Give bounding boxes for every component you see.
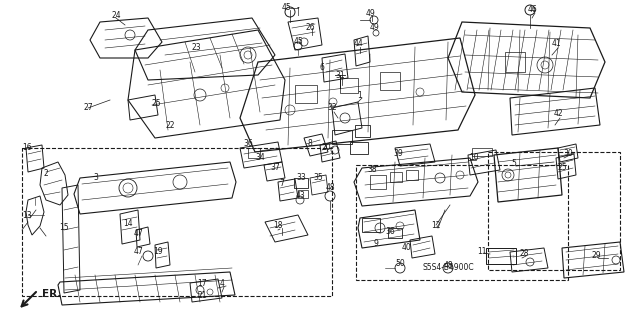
Text: 7: 7 <box>280 180 284 188</box>
Bar <box>505 52 525 72</box>
Bar <box>332 130 352 144</box>
Text: 41: 41 <box>551 39 561 49</box>
Text: 37: 37 <box>270 164 280 172</box>
Bar <box>362 218 380 232</box>
Text: 42: 42 <box>553 109 563 118</box>
Text: 36: 36 <box>243 140 253 148</box>
Text: 36: 36 <box>385 227 395 236</box>
Text: 18: 18 <box>273 221 283 230</box>
Text: 10: 10 <box>469 154 479 163</box>
Text: 38: 38 <box>367 165 377 174</box>
Bar <box>298 190 308 198</box>
Text: |: | <box>297 7 300 17</box>
Text: 35: 35 <box>313 173 323 182</box>
Text: 14: 14 <box>123 220 133 228</box>
Text: S5S4-B4900C: S5S4-B4900C <box>422 263 474 273</box>
Bar <box>340 78 358 93</box>
Text: 48: 48 <box>325 183 335 193</box>
Bar <box>370 175 386 189</box>
Text: 9: 9 <box>374 239 378 249</box>
Text: -: - <box>296 4 300 12</box>
Bar <box>350 142 368 154</box>
Text: 25: 25 <box>151 100 161 108</box>
Bar <box>406 170 418 180</box>
Text: 47: 47 <box>134 229 144 238</box>
Text: 11: 11 <box>477 246 487 255</box>
Text: 49: 49 <box>365 10 375 19</box>
Bar <box>390 172 402 182</box>
Bar <box>356 165 568 280</box>
Bar <box>295 85 317 103</box>
Text: 8: 8 <box>308 140 312 148</box>
Text: 28: 28 <box>519 250 529 259</box>
Bar <box>22 148 332 296</box>
Text: 20: 20 <box>321 143 331 153</box>
Text: 34: 34 <box>255 154 265 163</box>
Bar <box>388 228 402 238</box>
Text: 27: 27 <box>83 103 93 113</box>
Text: FR.: FR. <box>42 289 61 299</box>
Text: 13: 13 <box>22 212 32 220</box>
Text: 22: 22 <box>165 122 175 131</box>
Text: 21: 21 <box>197 291 207 300</box>
Text: 29: 29 <box>591 252 601 260</box>
Text: 26: 26 <box>305 23 315 33</box>
Text: 4: 4 <box>220 279 225 289</box>
Bar <box>380 72 400 90</box>
Text: 40: 40 <box>401 244 411 252</box>
Bar <box>294 178 308 188</box>
Text: 12: 12 <box>431 221 441 230</box>
Text: 23: 23 <box>191 44 201 52</box>
Text: 39: 39 <box>393 149 403 158</box>
Text: 32: 32 <box>327 103 337 113</box>
Text: 50: 50 <box>395 260 405 268</box>
Text: 49: 49 <box>370 23 380 33</box>
Text: 2: 2 <box>44 170 49 179</box>
Text: 31: 31 <box>335 71 345 81</box>
Text: 33: 33 <box>296 173 306 182</box>
Text: 45: 45 <box>293 37 303 46</box>
Text: 45: 45 <box>282 4 292 12</box>
Text: 48: 48 <box>443 261 453 270</box>
Text: 47: 47 <box>133 246 143 255</box>
Text: 46: 46 <box>527 5 537 14</box>
Text: 3: 3 <box>93 173 99 182</box>
Text: 24: 24 <box>111 11 121 20</box>
Text: 6: 6 <box>319 63 324 73</box>
Bar <box>486 248 516 264</box>
Text: 1: 1 <box>358 91 362 100</box>
Text: 43: 43 <box>295 190 305 199</box>
Text: 44: 44 <box>353 39 363 49</box>
Bar <box>488 152 620 270</box>
Bar <box>472 148 492 156</box>
Text: 25: 25 <box>557 164 567 172</box>
Text: 5: 5 <box>511 159 516 169</box>
Bar <box>355 125 370 137</box>
Text: 19: 19 <box>153 246 163 255</box>
Bar <box>248 148 260 158</box>
Text: 15: 15 <box>59 223 69 233</box>
Text: 17: 17 <box>197 279 207 289</box>
Text: 30: 30 <box>563 149 573 158</box>
Text: 16: 16 <box>22 143 32 153</box>
